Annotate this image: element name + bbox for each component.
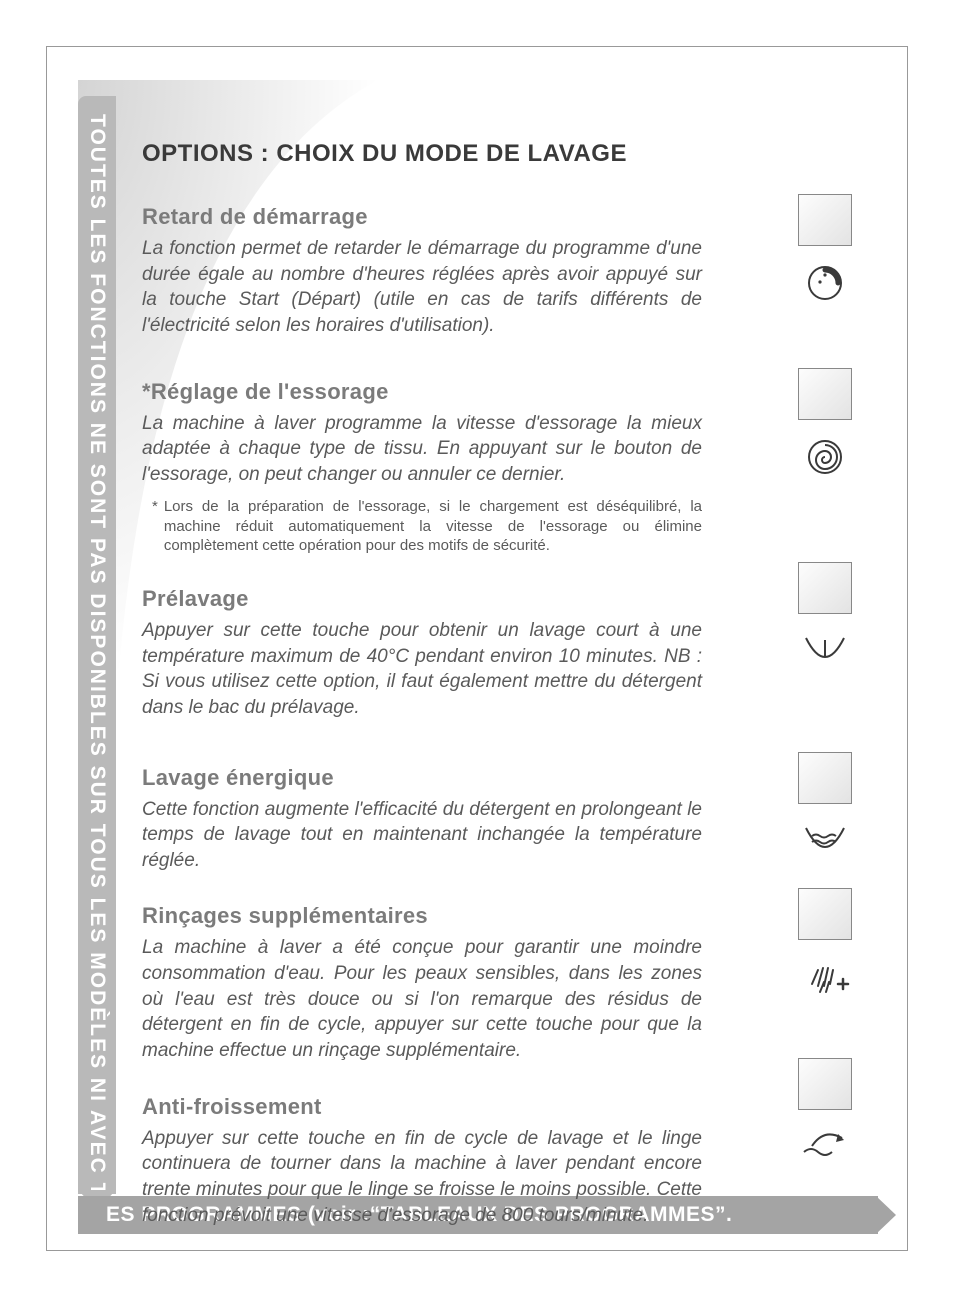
extra-rinse-icon <box>790 954 860 1000</box>
prewash-icon <box>790 628 860 674</box>
icon-box <box>798 888 852 940</box>
section-title: Prélavage <box>142 586 702 612</box>
anti-crease-icon <box>790 1124 860 1170</box>
content-column: OPTIONS : CHOIX DU MODE DE LAVAGE Retard… <box>142 140 702 1228</box>
section-anti-crease: Anti-froissement Appuyer sur cette touch… <box>142 1094 702 1229</box>
icon-box <box>798 1058 852 1110</box>
section-body: Appuyer sur cette touche pour obtenir un… <box>142 618 702 721</box>
footnote-star: * <box>152 497 158 556</box>
icon-group-extra-rinse <box>790 888 860 1000</box>
sidebar-text: TOUTES LES FONCTIONS NE SONT PAS DISPONI… <box>85 114 109 1249</box>
section-body: La machine à laver programme la vitesse … <box>142 411 702 488</box>
icon-group-delay-start <box>790 194 860 306</box>
section-body: Appuyer sur cette touche en fin de cycle… <box>142 1126 702 1229</box>
section-body: Cette fonction augmente l'efficacité du … <box>142 797 702 874</box>
icon-group-prewash <box>790 562 860 674</box>
section-spin: *Réglage de l'essorage La machine à lave… <box>142 379 702 556</box>
section-title: Retard de démarrage <box>142 204 702 230</box>
section-footnote: * Lors de la préparation de l'essorage, … <box>142 497 702 556</box>
page-title: OPTIONS : CHOIX DU MODE DE LAVAGE <box>142 140 702 168</box>
icon-group-intensive <box>790 752 860 864</box>
section-title: *Réglage de l'essorage <box>142 379 702 405</box>
section-intensive: Lavage énergique Cette fonction augmente… <box>142 765 702 874</box>
spin-icon <box>790 434 860 480</box>
section-title: Anti-froissement <box>142 1094 702 1120</box>
footnote-text: Lors de la préparation de l'essorage, si… <box>164 497 702 556</box>
icon-box <box>798 752 852 804</box>
section-title: Lavage énergique <box>142 765 702 791</box>
section-delay-start: Retard de démarrage La fonction permet d… <box>142 204 702 339</box>
icon-group-spin <box>790 368 860 480</box>
section-prewash: Prélavage Appuyer sur cette touche pour … <box>142 586 702 721</box>
icon-group-anti-crease <box>790 1058 860 1170</box>
intensive-icon <box>790 818 860 864</box>
icon-box <box>798 368 852 420</box>
icon-box <box>798 194 852 246</box>
delay-start-icon <box>790 260 860 306</box>
section-extra-rinse: Rinçages supplémentaires La machine à la… <box>142 903 702 1063</box>
icon-box <box>798 562 852 614</box>
sidebar-tab: TOUTES LES FONCTIONS NE SONT PAS DISPONI… <box>78 96 116 1194</box>
section-body: La machine à laver a été conçue pour gar… <box>142 935 702 1063</box>
section-title: Rinçages supplémentaires <box>142 903 702 929</box>
section-body: La fonction permet de retarder le démarr… <box>142 236 702 339</box>
